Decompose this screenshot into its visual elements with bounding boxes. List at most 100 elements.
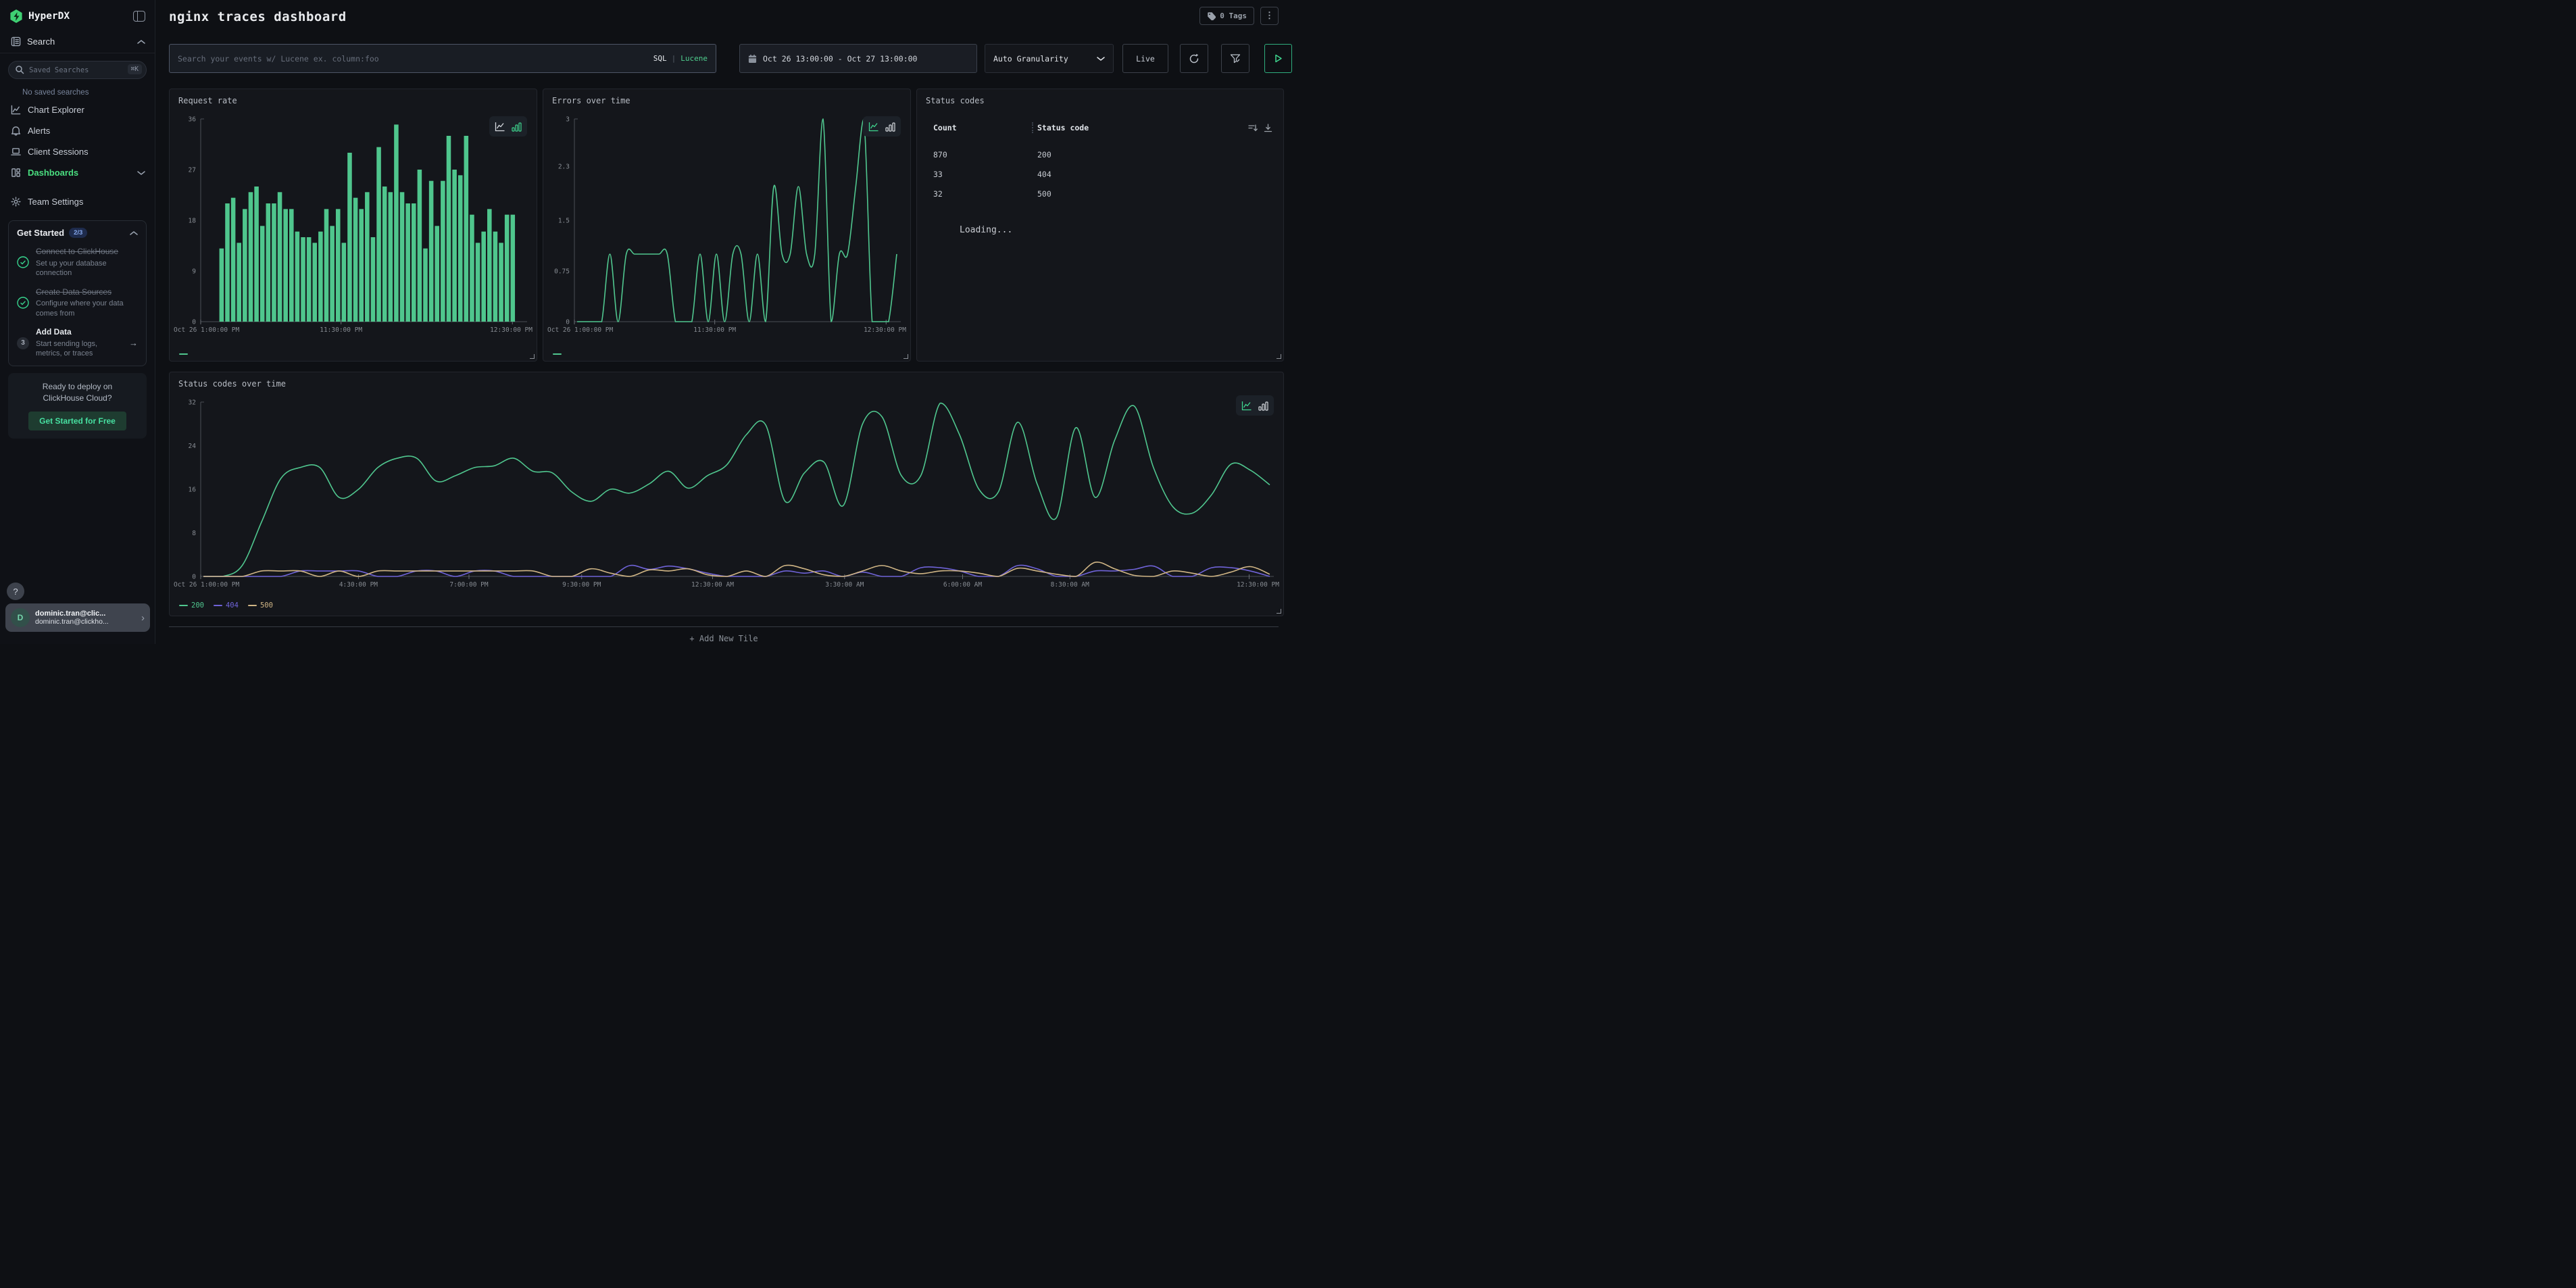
search-section-icon (11, 36, 21, 47)
line-chart-toggle-icon[interactable] (868, 122, 879, 132)
step-title: Connect to ClickHouse (36, 247, 138, 257)
user-menu[interactable]: D dominic.tran@clic... dominic.tran@clic… (5, 603, 150, 632)
collapse-sidebar-icon[interactable] (133, 11, 145, 22)
resize-handle[interactable] (1277, 609, 1281, 614)
legend-dash-icon (179, 353, 188, 355)
svg-text:1.5: 1.5 (558, 218, 570, 225)
sort-rows-icon[interactable] (1248, 124, 1258, 132)
hyperdx-logo-icon (9, 9, 23, 23)
tags-button[interactable]: 0 Tags (1199, 7, 1254, 25)
bell-icon (11, 126, 21, 136)
get-started-card: Get Started 2/3 Connect to ClickHouse Se… (8, 220, 147, 366)
column-header-status-code[interactable]: Status code (1033, 123, 1248, 132)
legend-item[interactable] (553, 353, 562, 355)
sidebar-item-dashboards[interactable]: Dashboards (0, 162, 155, 183)
get-started-step-sources[interactable]: Create Data Sources Configure where your… (17, 287, 138, 319)
legend-item[interactable]: 404 (214, 601, 239, 610)
request-rate-chart: 09182736Oct 26 1:00:00 PM11:30:00 PM12:3… (171, 112, 535, 337)
sidebar-item-chart-explorer[interactable]: Chart Explorer (0, 99, 155, 120)
event-search-input[interactable] (178, 54, 653, 64)
sidebar-item-client-sessions[interactable]: Client Sessions (0, 141, 155, 162)
refresh-icon (1189, 53, 1199, 64)
legend-dash-icon (214, 605, 222, 607)
date-range-value: Oct 26 13:00:00 - Oct 27 13:00:00 (763, 54, 917, 64)
cell-count: 33 (917, 170, 1032, 179)
table-row[interactable]: 32 500 (917, 184, 1283, 203)
svg-text:32: 32 (189, 399, 196, 407)
get-started-step-connect[interactable]: Connect to ClickHouse Set up your databa… (17, 247, 138, 278)
cell-count: 32 (917, 189, 1032, 199)
chart-legend: 200 404 500 (179, 601, 273, 610)
step-title: Create Data Sources (36, 287, 138, 298)
svg-text:4:30:00 PM: 4:30:00 PM (339, 581, 378, 589)
saved-searches-input[interactable] (8, 61, 147, 79)
line-chart-toggle-icon[interactable] (495, 122, 505, 132)
lucene-toggle[interactable]: Lucene (680, 54, 708, 63)
resize-handle[interactable] (530, 354, 535, 359)
bar-chart-toggle-icon[interactable] (1258, 401, 1268, 411)
granularity-select[interactable]: Auto Granularity (985, 44, 1114, 73)
filter-button[interactable] (1221, 44, 1249, 73)
help-button[interactable]: ? (7, 583, 24, 600)
tag-icon (1207, 11, 1216, 20)
date-range-picker[interactable]: Oct 26 13:00:00 - Oct 27 13:00:00 (739, 44, 977, 73)
step-desc: Start sending logs, metrics, or traces (36, 339, 122, 359)
shortcut-badge: ⌘K (128, 64, 142, 74)
laptop-icon (11, 147, 21, 157)
table-row[interactable]: 33 404 (917, 165, 1283, 184)
svg-text:18: 18 (189, 218, 197, 225)
get-started-progress-badge: 2/3 (69, 228, 87, 238)
sidebar-item-search[interactable]: Search (0, 30, 155, 53)
svg-text:12:30:00 AM: 12:30:00 AM (691, 581, 734, 589)
line-chart-toggle-icon[interactable] (1241, 401, 1252, 411)
sidebar-item-label: Chart Explorer (28, 105, 145, 115)
legend-item[interactable]: 200 (179, 601, 204, 610)
bar-chart-toggle-icon[interactable] (512, 122, 522, 132)
sidebar-item-label: Team Settings (28, 197, 145, 207)
refresh-button[interactable] (1180, 44, 1208, 73)
chevron-up-icon[interactable] (130, 230, 138, 236)
download-icon[interactable] (1264, 124, 1272, 132)
panel-title: Status codes over time (178, 379, 286, 389)
legend-item[interactable]: 500 (248, 601, 273, 610)
cell-status-code: 500 (1032, 189, 1051, 199)
chart-type-toggle (1236, 395, 1274, 416)
check-circle-icon (17, 256, 29, 268)
legend-label: 404 (226, 601, 239, 610)
check-circle-icon (17, 297, 29, 309)
sidebar-item-team-settings[interactable]: Team Settings (0, 191, 155, 212)
filter-icon (1230, 53, 1241, 64)
cell-count: 870 (917, 150, 1032, 159)
bar-chart-toggle-icon[interactable] (885, 122, 895, 132)
kebab-menu-button[interactable]: ⋮ (1260, 7, 1279, 25)
svg-text:3: 3 (566, 116, 570, 124)
get-started-free-button[interactable]: Get Started for Free (28, 412, 126, 430)
deploy-card: Ready to deploy on ClickHouse Cloud? Get… (8, 373, 147, 439)
panel-status-codes: Status codes Count Status code 870 200 (916, 89, 1284, 362)
resize-handle[interactable] (1277, 354, 1281, 359)
legend-dash-icon (553, 353, 562, 355)
table-row[interactable]: 870 200 (917, 145, 1283, 164)
resize-handle[interactable] (903, 354, 908, 359)
granularity-value: Auto Granularity (993, 54, 1090, 64)
status-codes-table: Count Status code 870 200 33 404 3 (917, 119, 1283, 235)
add-new-tile-button[interactable]: + Add New Tile (169, 626, 1279, 667)
sidebar-item-label: Search (27, 36, 131, 47)
run-query-button[interactable] (1264, 44, 1292, 73)
get-started-step-add-data[interactable]: 3 Add Data Start sending logs, metrics, … (17, 327, 138, 359)
legend-label: 200 (191, 601, 204, 610)
sidebar-item-alerts[interactable]: Alerts (0, 120, 155, 141)
panel-title: Request rate (178, 96, 237, 105)
avatar: D (11, 608, 30, 627)
event-search-box: SQL | Lucene (169, 44, 716, 73)
live-button[interactable]: Live (1122, 44, 1168, 73)
language-separator: | (672, 54, 676, 63)
legend-dash-icon (248, 605, 257, 607)
calendar-icon (748, 54, 757, 64)
legend-item[interactable] (179, 353, 188, 355)
sql-toggle[interactable]: SQL (653, 54, 667, 63)
sidebar-item-label: Alerts (28, 126, 145, 136)
svg-text:16: 16 (189, 487, 197, 494)
column-header-count[interactable]: Count (917, 123, 1032, 132)
chevron-down-icon (1097, 56, 1105, 61)
